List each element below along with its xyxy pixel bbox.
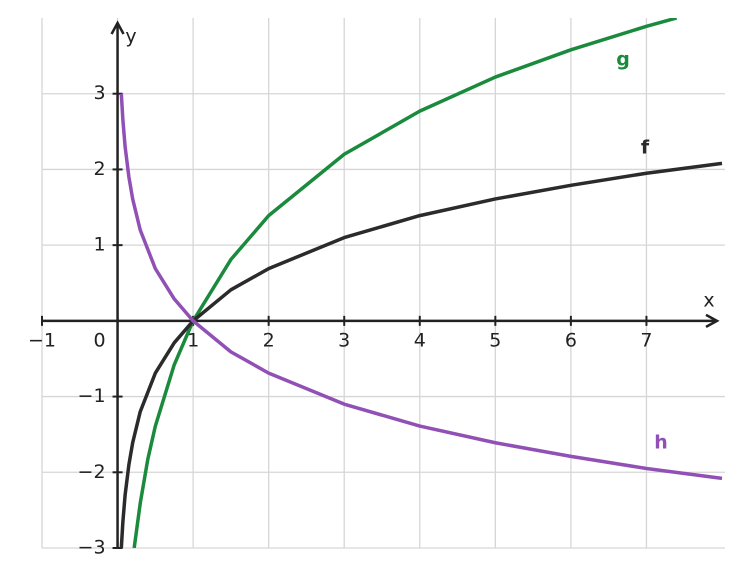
y-tick-label: 2 (93, 158, 105, 180)
x-tick-label: 6 (565, 329, 577, 351)
x-tick-label: −1 (28, 329, 56, 351)
grid (41, 18, 725, 549)
y-tick-label: −1 (78, 385, 106, 407)
y-tick-label: −2 (78, 461, 106, 483)
curve (119, 161, 723, 548)
curve-label: h (654, 432, 668, 454)
x-tick-label: 3 (338, 329, 350, 351)
y-axis-label: y (125, 26, 136, 48)
curve (132, 18, 678, 548)
axes (41, 20, 720, 549)
x-tick-label: 0 (94, 329, 106, 351)
x-tick-label: 5 (489, 329, 501, 351)
y-tick-label: −3 (78, 537, 106, 559)
curve-label: g (616, 49, 630, 71)
x-axis-label: x (703, 290, 714, 312)
y-tick-label: 3 (93, 82, 105, 104)
x-tick-label: 7 (640, 329, 652, 351)
x-tick-label: 2 (263, 329, 275, 351)
y-tick-label: 1 (93, 234, 105, 256)
x-arrow (705, 313, 720, 328)
curves (119, 18, 723, 548)
labels: −1 0 1 2 3 4 5 6 7 −3 −2 −1 1 2 3 x y g f h (28, 26, 715, 559)
x-tick-label: 4 (414, 329, 426, 351)
x-tick-label: 1 (187, 329, 199, 351)
y-arrow (110, 20, 125, 35)
curve-label: f (641, 137, 650, 159)
curve (119, 93, 723, 481)
